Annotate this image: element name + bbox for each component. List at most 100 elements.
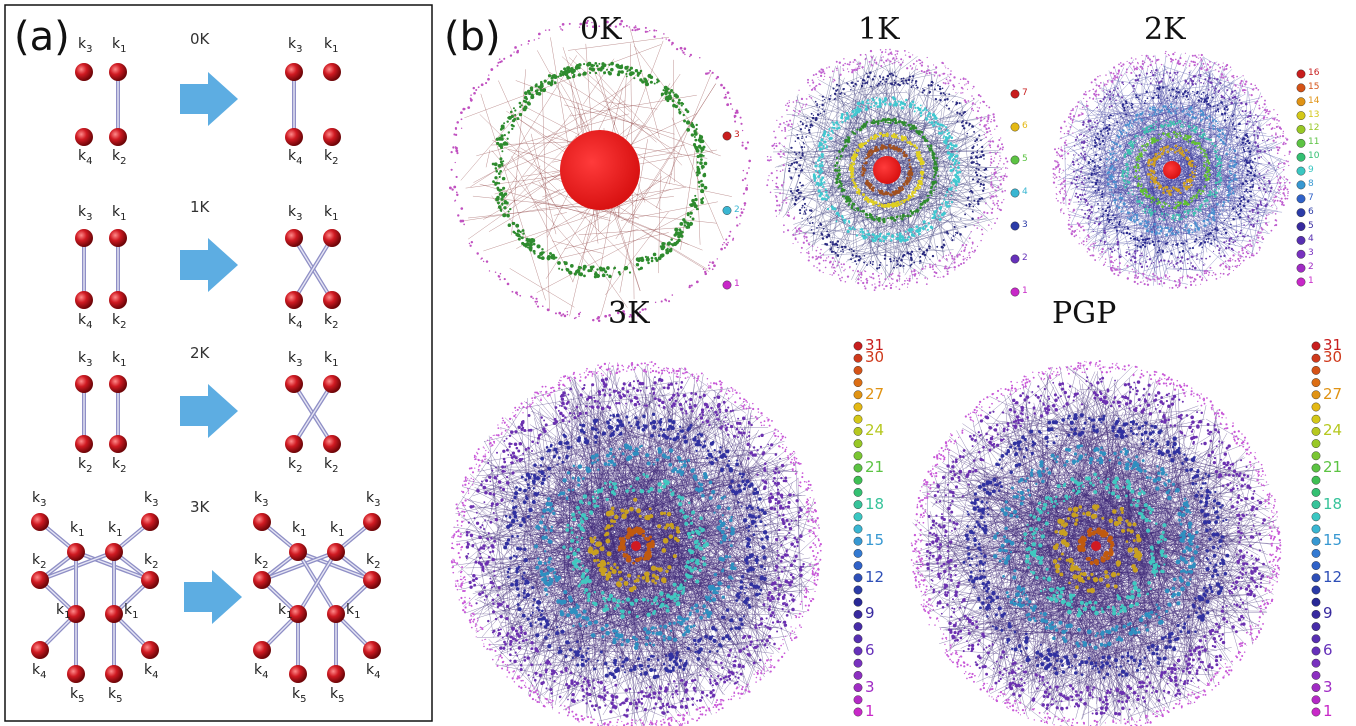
graph-node (507, 115, 512, 120)
graph-node (634, 25, 637, 27)
node-ball (285, 375, 303, 393)
graph-node (889, 286, 893, 290)
graph-node (456, 193, 459, 197)
graph-node (723, 96, 726, 99)
graph-node (903, 200, 906, 203)
graph-node (945, 257, 948, 260)
graph-node (985, 124, 988, 126)
graph-node (837, 254, 840, 257)
graph-node (887, 58, 889, 60)
graph-node (1211, 274, 1213, 277)
graph-node (954, 234, 957, 236)
graph-node (704, 270, 707, 274)
graph-node (1062, 212, 1065, 215)
graph-node (962, 261, 965, 264)
graph-node (942, 62, 945, 65)
graph-node (878, 75, 881, 78)
graph-node (860, 272, 863, 275)
graph-node (823, 140, 827, 144)
graph-node (903, 283, 906, 285)
graph-node (818, 147, 823, 151)
graph-node (803, 146, 806, 148)
node-ball (327, 665, 345, 683)
graph-node (842, 219, 846, 222)
graph-node (897, 150, 900, 153)
graph-node (960, 218, 962, 220)
graph-node (514, 46, 517, 49)
graph-node (865, 157, 867, 159)
graph-node (535, 91, 540, 96)
graph-node (990, 158, 993, 161)
graph-node (590, 63, 594, 68)
graph-node (913, 261, 916, 264)
graph-node (997, 186, 1000, 189)
graph-node (946, 230, 948, 233)
graph-node (993, 204, 996, 206)
graph-node (1105, 74, 1107, 76)
graph-node (833, 269, 836, 272)
graph-node (952, 144, 955, 147)
graph-node (663, 85, 668, 90)
graph-node (809, 85, 811, 87)
graph-node (1205, 272, 1208, 274)
graph-node (909, 103, 913, 107)
graph-node (817, 224, 820, 227)
graph-node (809, 222, 811, 225)
graph-node (520, 236, 524, 240)
graph-node (941, 73, 943, 75)
graph-node (958, 82, 960, 85)
graph-node (866, 264, 868, 266)
graph-node (653, 35, 656, 38)
graph-node (899, 101, 903, 105)
graph-node (946, 202, 949, 205)
graph-edge (855, 60, 911, 129)
graph-node (925, 72, 928, 75)
graph-node (1120, 65, 1123, 68)
graph-node (866, 200, 870, 203)
graph-node (684, 53, 686, 56)
graph-node (784, 199, 786, 201)
graph-node (860, 84, 864, 87)
graph-node (854, 108, 857, 112)
graph-node (900, 80, 903, 83)
graph-node (869, 105, 872, 109)
graph-node (560, 314, 563, 317)
graph-node (539, 88, 543, 92)
graph-node (1086, 251, 1088, 253)
graph-node (893, 79, 896, 82)
graph-node (848, 248, 851, 251)
node-ball (253, 571, 271, 589)
graph-node (882, 133, 886, 137)
graph-node (964, 225, 967, 228)
graph-node (782, 199, 785, 202)
graph-node (735, 216, 738, 219)
graph-node (780, 184, 784, 187)
graph-node (931, 113, 936, 117)
graph-node (841, 276, 843, 279)
graph-node (1151, 60, 1153, 63)
graph-node (1065, 125, 1067, 127)
graph-node (1112, 264, 1114, 267)
graph-node (704, 272, 708, 276)
graph-node (974, 155, 978, 159)
graph-node (885, 59, 888, 62)
graph-node (783, 181, 785, 183)
graph-node (924, 116, 928, 120)
graph-node (952, 101, 954, 103)
graph-node (559, 72, 562, 76)
graph-node (634, 29, 637, 32)
graph-node (946, 129, 949, 132)
graph-node (470, 94, 472, 96)
graph-edge (860, 91, 908, 96)
graph-node (513, 117, 517, 121)
graph-node (629, 71, 634, 76)
graph-node (894, 146, 898, 151)
graph-node (997, 163, 1000, 165)
graph-node (682, 218, 686, 222)
graph-node (455, 175, 458, 179)
graph-node (892, 266, 895, 269)
graph-node (810, 228, 813, 231)
graph-node (971, 241, 974, 244)
graph-node (1067, 152, 1070, 155)
graph-node (976, 245, 979, 247)
